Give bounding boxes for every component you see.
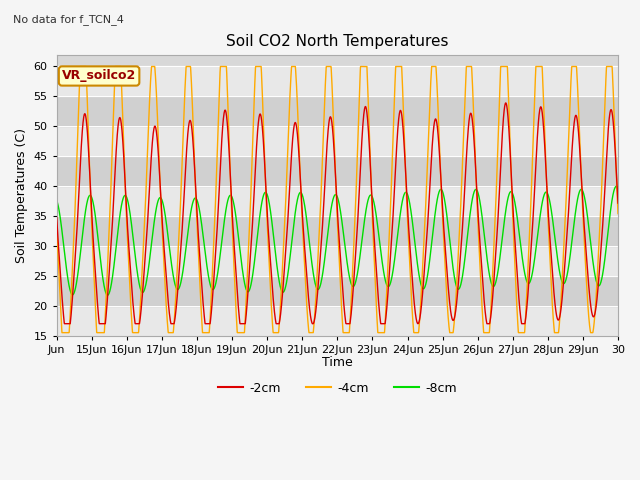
Y-axis label: Soil Temperatures (C): Soil Temperatures (C): [15, 128, 28, 263]
Bar: [57, 156, 618, 186]
Text: No data for f_TCN_4: No data for f_TCN_4: [13, 14, 124, 25]
Bar: [57, 276, 618, 306]
Bar: [57, 216, 618, 246]
Bar: [57, 126, 618, 156]
Bar: [57, 67, 618, 96]
Bar: [57, 306, 618, 336]
Text: VR_soilco2: VR_soilco2: [62, 70, 136, 83]
X-axis label: Time: Time: [322, 356, 353, 369]
Title: Soil CO2 North Temperatures: Soil CO2 North Temperatures: [226, 34, 449, 49]
Bar: [57, 186, 618, 216]
Legend: -2cm, -4cm, -8cm: -2cm, -4cm, -8cm: [213, 377, 461, 400]
Bar: [57, 246, 618, 276]
Bar: [57, 96, 618, 126]
